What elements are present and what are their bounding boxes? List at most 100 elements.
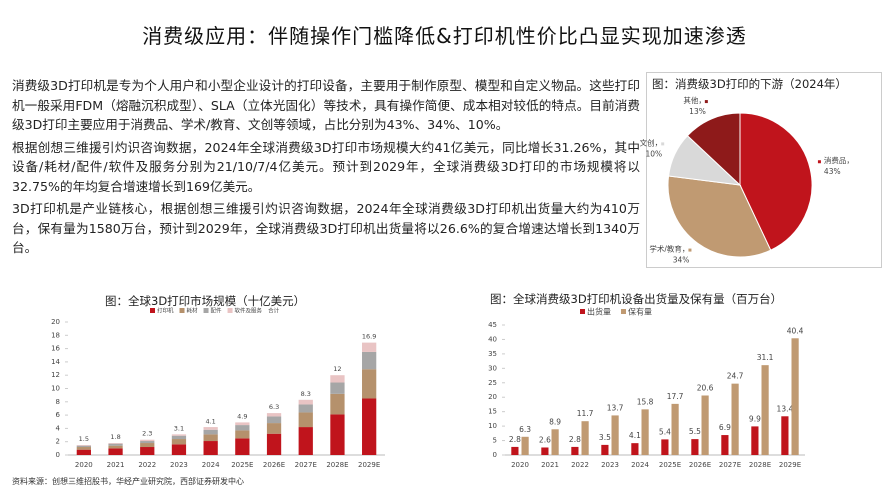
x-tick-label: 2027E (719, 461, 741, 469)
y-tick-label: 0 (56, 451, 60, 459)
label-dot (704, 100, 708, 104)
bar-segment (203, 441, 218, 455)
value-label: 2.8 (569, 435, 581, 444)
slice-label: 学术/教育， (649, 244, 689, 254)
legend-label: 耗材 (187, 307, 199, 315)
slice-label: 文创， (640, 137, 663, 147)
y-tick-label: 8 (56, 398, 60, 406)
x-tick-label: 2020 (511, 461, 529, 469)
x-tick-label: 2023 (601, 461, 619, 469)
x-tick-label: 2025E (659, 461, 681, 469)
bar-segment (298, 399, 313, 405)
value-label: 4.1 (629, 431, 641, 440)
x-tick-label: 2029E (779, 461, 801, 469)
slice-label: 消费品， (824, 155, 854, 165)
bar-segment (140, 443, 155, 448)
value-label: 20.6 (697, 383, 714, 392)
y-tick-label: 20 (51, 318, 60, 326)
chart-title: 图：全球3D打印市场规模（十亿美元） (105, 294, 306, 308)
bar (551, 429, 559, 455)
bar (631, 443, 639, 455)
bar-segment (171, 439, 187, 445)
bar (611, 415, 619, 455)
legend-label: 配件 (211, 307, 223, 315)
legend-label: 打印机 (157, 307, 174, 315)
x-tick-label: 2025E (231, 461, 253, 469)
bar (691, 439, 699, 455)
legend-swatch (227, 308, 233, 313)
bar (541, 447, 549, 455)
y-tick-label: 40 (488, 335, 497, 343)
total-label: 6.3 (269, 403, 279, 411)
value-label: 2.8 (509, 435, 521, 444)
value-label: 13.4 (777, 404, 794, 413)
bar-segment (171, 444, 187, 455)
y-tick-label: 20 (488, 393, 497, 401)
bar-segment (266, 413, 282, 417)
bar-segment (266, 423, 282, 434)
bar (581, 421, 589, 455)
y-tick-label: 16 (51, 345, 60, 353)
bar-segment (235, 438, 250, 455)
bar-segment (76, 447, 91, 450)
legend-swatch (203, 308, 209, 313)
legend-label: 合计 (268, 307, 280, 315)
total-label: 3.1 (174, 424, 184, 432)
bar (761, 365, 769, 455)
slice-value: 10% (646, 149, 663, 158)
source-note: 资料来源：创想三维招股书，华经产业研究院，西部证券研发中心 (12, 477, 244, 486)
bar-segment (108, 445, 123, 449)
y-tick-label: 4 (56, 424, 61, 432)
slice-value: 13% (689, 107, 706, 116)
y-tick-label: 30 (488, 364, 497, 372)
x-tick-label: 2022 (571, 461, 589, 469)
value-label: 13.7 (607, 403, 624, 412)
page-title: 消费级应用：伴随操作门槛降低&打印机性价比凸显实现加速渗透 (142, 24, 747, 48)
total-label: 4.1 (205, 418, 215, 426)
value-label: 11.7 (577, 409, 594, 418)
chart-title: 图：消费级3D打印的下游（2024年） (652, 77, 847, 91)
legend-label: 软件及服务 (235, 307, 263, 315)
x-tick-label: 2027E (295, 461, 317, 469)
legend-swatch (621, 309, 626, 314)
x-tick-label: 2028E (326, 461, 348, 469)
y-tick-label: 6 (56, 411, 61, 419)
total-label: 1.5 (79, 435, 89, 443)
x-tick-label: 2021 (107, 461, 125, 469)
legend-label: 保有量 (628, 307, 652, 317)
paragraph: 消费级3D打印机是专为个人用户和小型企业设计的打印设备，主要用于制作原型、模型和… (12, 78, 640, 132)
x-tick-label: 2023 (170, 461, 188, 469)
bar-segment (203, 434, 218, 442)
bar-segment (298, 412, 313, 428)
bar (601, 444, 609, 455)
pie-slice (667, 175, 772, 258)
value-label: 5.5 (689, 427, 701, 436)
legend-swatch (150, 308, 155, 313)
bar-segment (140, 447, 155, 455)
pie-panel (646, 72, 882, 268)
bar (791, 338, 799, 455)
label-dot (817, 160, 821, 164)
bar (781, 416, 789, 455)
bar-segment (171, 435, 187, 440)
bar-segment (235, 430, 250, 439)
legend-swatch (580, 309, 585, 314)
value-label: 2.6 (539, 435, 551, 444)
bar-segment (171, 434, 187, 436)
y-tick-label: 2 (56, 438, 60, 446)
bar-segment (108, 448, 123, 455)
paragraph: 根据创想三维援引灼识咨询数据，2024年全球消费级3D打印市场规模大约41亿美元… (12, 139, 640, 194)
bar-segment (203, 427, 218, 430)
value-label: 40.4 (787, 326, 804, 335)
y-tick-label: 0 (493, 451, 497, 459)
bar-segment (266, 416, 282, 424)
bar (751, 426, 759, 455)
y-tick-label: 12 (51, 371, 60, 379)
bar-segment (330, 393, 345, 415)
slice-value: 34% (673, 256, 690, 265)
bar-segment (235, 425, 250, 431)
value-label: 9.9 (749, 414, 761, 423)
value-label: 8.9 (549, 417, 561, 426)
label-dot (688, 248, 692, 252)
